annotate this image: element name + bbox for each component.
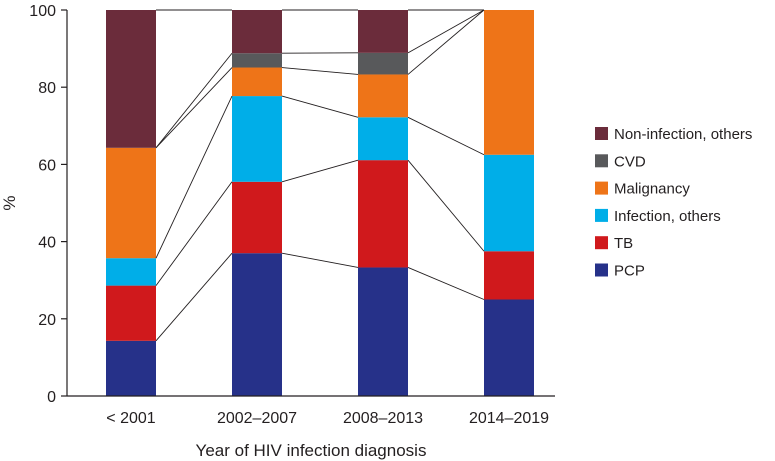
bar-segment-tb bbox=[358, 160, 408, 268]
connector-line bbox=[407, 116, 485, 156]
legend-swatch-non-infection-others bbox=[595, 127, 608, 140]
bar-segment-malignancy bbox=[484, 10, 534, 155]
y-tick-label: 0 bbox=[47, 389, 56, 406]
connector-line bbox=[281, 252, 359, 268]
connector-line bbox=[281, 95, 359, 118]
y-tick-label: 60 bbox=[38, 157, 56, 174]
bar-segment-pcp bbox=[106, 340, 156, 396]
bars-group bbox=[106, 10, 534, 396]
bar-segment-malignancy bbox=[358, 74, 408, 118]
bar-segment-tb bbox=[106, 285, 156, 341]
legend-label-tb: TB bbox=[614, 235, 633, 252]
legend-label-malignancy: Malignancy bbox=[614, 181, 690, 198]
bar-segment-pcp bbox=[358, 267, 408, 396]
y-tick-label: 80 bbox=[38, 80, 56, 97]
bar-segment-non-infection-others bbox=[358, 10, 408, 53]
bar-segment-tb bbox=[484, 251, 534, 300]
bar-segment-tb bbox=[232, 181, 282, 254]
connector-line bbox=[155, 95, 233, 259]
legend-swatch-pcp bbox=[595, 263, 608, 277]
connector-lines-group bbox=[155, 9, 485, 342]
bar-segment-non-infection-others bbox=[232, 10, 282, 54]
y-axis-title: % bbox=[0, 195, 19, 210]
legend-swatch-infection-others bbox=[595, 208, 608, 222]
x-ticks-group: < 2001 2002–2007 2008–2013 2014–2019 bbox=[106, 410, 549, 427]
legend: Non-infection, others CVD Malignancy Infect… bbox=[595, 126, 752, 280]
y-tick-label: 20 bbox=[38, 312, 56, 329]
y-tick-label: 100 bbox=[29, 3, 56, 20]
connector-line bbox=[407, 267, 485, 300]
connector-line bbox=[407, 159, 485, 252]
x-tick-label: 2014–2019 bbox=[469, 410, 549, 427]
connector-line bbox=[281, 67, 359, 75]
x-tick-label: 2002–2007 bbox=[217, 410, 297, 427]
connector-line bbox=[407, 9, 485, 54]
legend-swatch-malignancy bbox=[595, 181, 608, 195]
y-tick-label: 40 bbox=[38, 235, 56, 252]
bar-segment-infection-others bbox=[232, 96, 282, 182]
bar-segment-infection-others bbox=[358, 117, 408, 161]
connector-line bbox=[155, 252, 233, 342]
legend-swatch-tb bbox=[595, 236, 608, 250]
legend-label-cvd: CVD bbox=[614, 153, 646, 170]
legend-label-pcp: PCP bbox=[614, 263, 645, 280]
legend-label-infection-others: Infection, others bbox=[614, 208, 721, 225]
bar-segment-pcp bbox=[484, 299, 534, 396]
x-tick-label: 2008–2013 bbox=[343, 410, 423, 427]
bar-segment-cvd bbox=[358, 52, 408, 75]
connector-line bbox=[155, 52, 233, 149]
bar-segment-malignancy bbox=[106, 147, 156, 259]
connector-line bbox=[407, 9, 485, 75]
connector-line bbox=[281, 159, 359, 183]
bar-segment-cvd bbox=[232, 53, 282, 68]
bar-segment-infection-others bbox=[106, 258, 156, 286]
bar-segment-non-infection-others bbox=[106, 10, 156, 148]
x-tick-label: < 2001 bbox=[106, 410, 155, 427]
connector-line bbox=[155, 181, 233, 286]
connector-line bbox=[155, 67, 233, 149]
bar-segment-malignancy bbox=[232, 67, 282, 97]
legend-label-non-infection-others: Non-infection, others bbox=[614, 126, 752, 143]
bar-segment-pcp bbox=[232, 253, 282, 396]
bar-segment-infection-others bbox=[484, 154, 534, 252]
x-axis-title: Year of HIV infection diagnosis bbox=[196, 441, 427, 460]
legend-swatch-cvd bbox=[595, 154, 608, 168]
y-ticks-group: 0 20 40 60 80 100 bbox=[29, 3, 67, 406]
